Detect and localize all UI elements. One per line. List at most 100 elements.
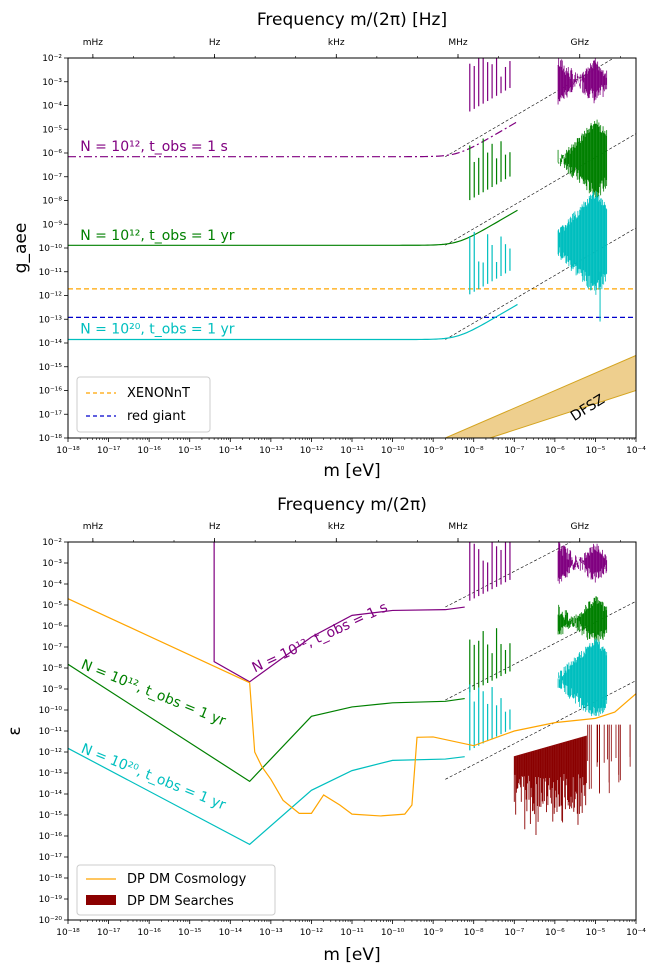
x-tick-label: 10⁻¹⁷ [97,446,121,456]
y-tick-label: 10⁻¹⁸ [39,434,63,444]
x-tick-label: 10⁻¹³ [259,446,283,456]
bottom-panel: Frequency m/(2π) N = 10¹², t_obs = 1 sN … [5,495,646,965]
y-tick-label: 10⁻³ [42,78,62,88]
y-tick-label: 10⁻¹⁰ [39,706,63,716]
y-tick-label: 10⁻¹⁹ [39,895,63,905]
top-legend: XENONnT red giant [76,376,211,433]
y-tick-label: 10⁻¹⁶ [39,387,63,397]
x-tick-label: 10⁻¹² [300,928,324,938]
top-axis-label: kHz [328,38,345,48]
bottom-xlabel: m [eV] [323,945,380,965]
y-tick-label: 10⁻¹⁵ [39,811,63,821]
y-tick-label: 10⁻⁷ [42,173,62,183]
x-tick-label: 10⁻⁵ [586,446,606,456]
guide-line [445,58,615,157]
bottom-plot-frame [67,541,637,921]
dp-dm-cosmology-line [68,598,636,817]
y-tick-label: 10⁻⁹ [42,220,62,230]
annotation: N = 10¹², t_obs = 1 s [80,139,228,155]
x-tick-label: 10⁻¹⁴ [219,446,243,456]
bottom-title: Frequency m/(2π) [277,495,427,515]
y-tick-label: 10⁻²⁰ [39,916,63,926]
x-tick-label: 10⁻¹⁵ [178,928,202,938]
x-tick-label: 10⁻¹⁶ [137,446,161,456]
y-tick-label: 10⁻¹⁷ [39,853,63,863]
legend-label-xenon: XENONnT [127,386,190,401]
x-tick-label: 10⁻¹⁷ [97,928,121,938]
y-tick-label: 10⁻⁸ [42,197,62,207]
series-green [68,209,518,246]
series-purple [213,542,465,683]
guide-line [445,133,636,246]
legend-box [76,864,276,916]
y-tick-label: 10⁻⁹ [42,685,62,695]
x-tick-label: 10⁻¹⁶ [137,928,161,938]
y-tick-label: 10⁻¹⁵ [39,363,63,373]
x-tick-label: 10⁻¹¹ [340,446,364,456]
annotation: N = 10²⁰, t_obs = 1 yr [80,322,235,338]
series-green [68,663,465,783]
x-tick-label: 10⁻⁷ [504,446,524,456]
top-axis-label: GHz [570,38,589,48]
top-axis-label: kHz [328,522,345,532]
x-tick-label: 10⁻⁵ [586,928,606,938]
x-tick-label: 10⁻¹³ [259,928,283,938]
dfsz-band [445,354,636,438]
x-tick-label: 10⁻⁹ [423,928,443,938]
x-tick-label: 10⁻¹⁴ [219,928,243,938]
top-axis-label: MHz [448,38,468,48]
y-tick-label: 10⁻¹¹ [39,727,63,737]
y-tick-label: 10⁻¹⁸ [39,874,63,884]
x-tick-label: 10⁻¹¹ [340,928,364,938]
x-tick-label: 10⁻⁸ [464,928,484,938]
y-tick-label: 10⁻⁸ [42,664,62,674]
bottom-plot-area: N = 10¹², t_obs = 1 sN = 10¹², t_obs = 1… [68,542,636,846]
x-tick-label: 10⁻⁴ [626,446,646,456]
y-tick-label: 10⁻³ [42,559,62,569]
y-tick-label: 10⁻⁷ [42,643,62,653]
x-tick-label: 10⁻¹⁰ [381,928,405,938]
x-tick-label: 10⁻⁹ [423,446,443,456]
guide-line [445,542,572,608]
y-tick-label: 10⁻² [42,538,62,548]
top-axis-label: Hz [209,38,221,48]
legend-label-redgiant: red giant [127,409,186,424]
top-axis-label: GHz [570,522,589,532]
y-tick-label: 10⁻¹¹ [39,268,63,278]
top-ylabel: g_aee [11,223,31,274]
y-tick-label: 10⁻¹⁶ [39,832,63,842]
y-tick-label: 10⁻⁴ [42,102,62,112]
top-axis-label: mHz [83,522,104,532]
top-plot-area: N = 10¹², t_obs = 1 s N = 10¹², t_obs = 1… [68,58,636,438]
top-xlabel: m [eV] [323,461,380,481]
x-tick-label: 10⁻¹⁸ [56,928,80,938]
top-axis-label: mHz [83,38,104,48]
y-tick-label: 10⁻¹⁷ [39,410,63,420]
top-ticks: 10⁻¹⁸ 10⁻¹⁷ 10⁻¹⁶ 10⁻¹⁵ 10⁻¹⁴ 10⁻¹³ 10⁻¹² 10⁻¹¹… [39,38,647,456]
top-axis-label: Hz [209,522,221,532]
x-tick-label: 10⁻¹⁰ [381,446,405,456]
annotation: N = 10²⁰, t_obs = 1 yr [79,741,228,814]
y-tick-label: 10⁻⁴ [42,580,62,590]
bottom-legend: DP DM Cosmology DP DM Searches [76,864,276,916]
guide-line [445,680,636,780]
y-tick-label: 10⁻¹³ [39,315,63,325]
legend-label-cosmology: DP DM Cosmology [127,872,247,887]
x-tick-label: 10⁻⁶ [545,446,565,456]
y-tick-label: 10⁻² [42,54,62,64]
y-tick-label: 10⁻¹² [39,748,63,758]
bottom-ylabel: ε [5,726,25,735]
y-tick-label: 10⁻¹⁰ [39,244,63,254]
x-tick-label: 10⁻¹² [300,446,324,456]
x-tick-label: 10⁻⁷ [504,928,524,938]
top-panel: Frequency m/(2π) [Hz] N = 10¹², t_obs = … [11,10,646,481]
top-title: Frequency m/(2π) [Hz] [257,10,447,30]
y-tick-label: 10⁻¹⁴ [39,790,63,800]
x-tick-label: 10⁻¹⁸ [56,446,80,456]
x-tick-label: 10⁻⁸ [464,446,484,456]
x-tick-label: 10⁻⁶ [545,928,565,938]
y-tick-label: 10⁻⁶ [42,149,62,159]
series-cyan [68,303,518,341]
legend-label-searches: DP DM Searches [127,894,234,909]
